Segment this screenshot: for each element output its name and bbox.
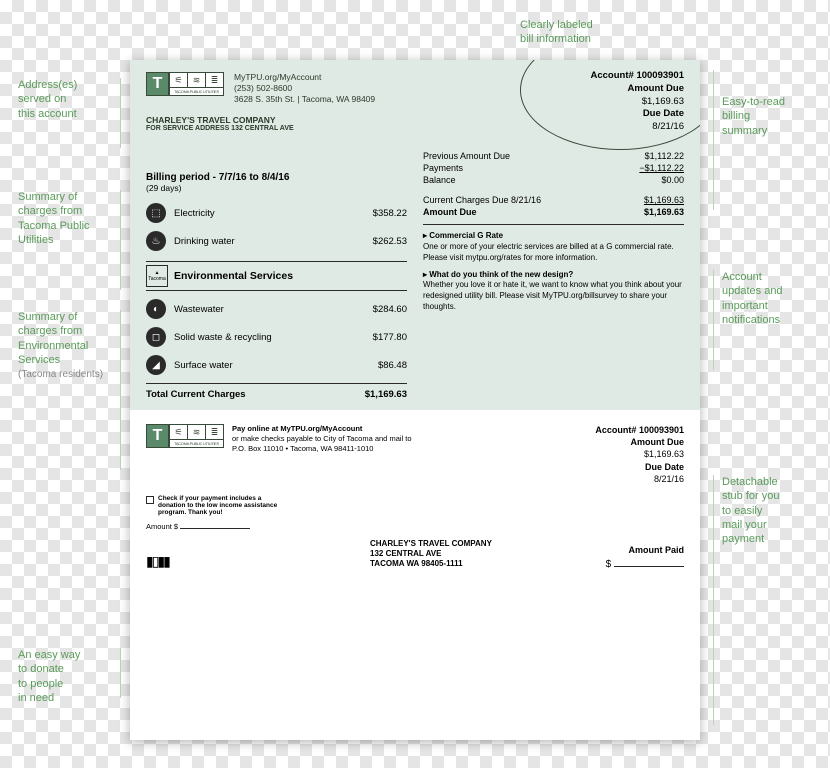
- line-item: ◢ Surface water $86.48: [146, 351, 407, 379]
- annotation-notifications: Account updates and important notificati…: [722, 270, 822, 327]
- tacoma-logo-icon: ▲Tacoma: [146, 265, 168, 287]
- annotation-stub: Detachable stub for you to easily mail y…: [722, 475, 822, 546]
- bracket: [120, 648, 128, 698]
- surface-water-icon: ◢: [146, 355, 166, 375]
- bracket: [706, 70, 714, 210]
- bill-body: Billing period - 7/7/16 to 8/4/16 (29 da…: [130, 142, 700, 400]
- wastewater-icon: ◐: [146, 299, 166, 319]
- donation-checkbox[interactable]: [146, 496, 154, 504]
- recycling-icon: ◻: [146, 327, 166, 347]
- bill-header: T ⚟≋≣ TACOMA PUBLIC UTILITIES MyTPU.org/…: [130, 60, 700, 142]
- charges-column: Billing period - 7/7/16 to 8/4/16 (29 da…: [146, 142, 415, 400]
- logo-t-icon: T: [147, 73, 169, 95]
- bracket: [120, 190, 128, 290]
- notes-section: ▸ Commercial G RateOne or more of your e…: [423, 224, 684, 313]
- billing-period: Billing period - 7/7/16 to 8/4/16: [146, 172, 407, 183]
- tpu-logo-stub: T ⚟≋≣ TACOMA PUBLIC UTILITIES: [146, 424, 224, 448]
- billing-days: (29 days): [146, 183, 407, 193]
- annotation-env-charges: Summary of charges from Environmental Se…: [18, 310, 123, 381]
- account-box: Account# 100093901 Amount Due $1,169.63 …: [591, 70, 685, 134]
- line-item: ⬚ Electricity $358.22: [146, 199, 407, 227]
- stub-account-box: Account# 100093901 Amount Due $1,169.63 …: [595, 424, 684, 485]
- total-row: Total Current Charges $1,169.63: [146, 383, 407, 400]
- bracket: [706, 475, 714, 725]
- bracket: [120, 310, 128, 470]
- logo-label: TACOMA PUBLIC UTILITIES: [169, 87, 223, 95]
- line-item: ◐ Wastewater $284.60: [146, 295, 407, 323]
- bracket: [706, 270, 714, 370]
- bill-document: T ⚟≋≣ TACOMA PUBLIC UTILITIES MyTPU.org/…: [130, 60, 700, 740]
- summary-column: Previous Amount Due$1,112.22 Payments−$1…: [415, 142, 684, 400]
- amount-small: Amount $: [146, 522, 684, 531]
- annotation-tpu-charges: Summary of charges from Tacoma Public Ut…: [18, 190, 123, 247]
- line-item: ◻ Solid waste & recycling $177.80: [146, 323, 407, 351]
- bracket: [120, 78, 128, 148]
- annotation-top: Clearly labeled bill information: [520, 18, 593, 47]
- contact-info: MyTPU.org/MyAccount (253) 502-8600 3628 …: [234, 72, 375, 105]
- barcode-icon: ▮▯▮▮: [146, 553, 169, 570]
- tpu-logo: T ⚟≋≣ TACOMA PUBLIC UTILITIES: [146, 72, 224, 96]
- pay-online-text: Pay online at MyTPU.org/MyAccount or mak…: [232, 424, 412, 453]
- annotation-billing-summary: Easy-to-read billing summary: [722, 95, 822, 138]
- env-section-header: ▲Tacoma Environmental Services: [146, 261, 407, 291]
- payment-stub: T ⚟≋≣ TACOMA PUBLIC UTILITIES Pay online…: [130, 410, 700, 584]
- annotation-address: Address(es) served on this account: [18, 78, 123, 121]
- water-icon: ♨: [146, 231, 166, 251]
- annotation-donate: An easy way to donate to people in need: [18, 648, 123, 705]
- donation-check-row: Check if your payment includes a donatio…: [146, 495, 684, 516]
- line-item: ♨ Drinking water $262.53: [146, 227, 407, 255]
- electricity-icon: ⬚: [146, 203, 166, 223]
- stub-address: CHARLEY'S TRAVEL COMPANY 132 CENTRAL AVE…: [370, 539, 492, 570]
